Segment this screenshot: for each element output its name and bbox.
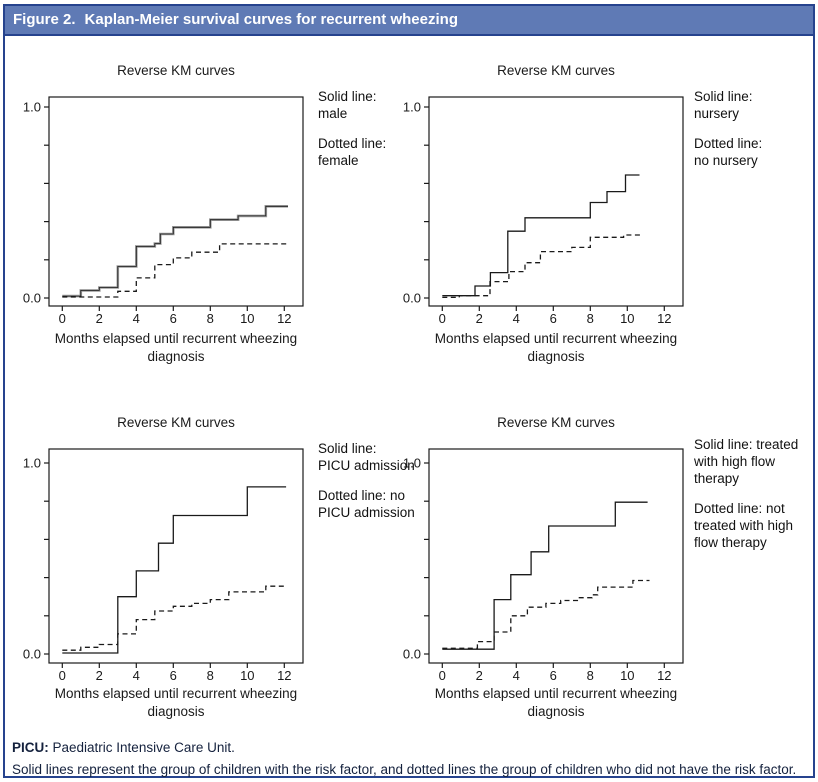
picu-ytick-label: 0.0 [23, 647, 41, 662]
nursery-ytick-label: 0.0 [403, 291, 421, 306]
high-flow-xaxis-label-line2: diagnosis [527, 704, 584, 719]
nursery-xtick-label: 8 [587, 311, 594, 326]
picu-legend: Solid line: PICU admission Dotted line: n… [318, 440, 440, 534]
sex-xtick-label: 8 [207, 311, 214, 326]
picu-xtick-label: 2 [96, 668, 103, 683]
figure-content: Reverse KM curves 0.0 1.0 0 2 4 6 8 10 12 Months e… [5, 36, 816, 777]
sex-legend: Solid line: male Dotted line: female [318, 88, 440, 182]
sex-xtick-label: 2 [96, 311, 103, 326]
picu-xtick-label: 10 [240, 668, 254, 683]
sex-ytick-label: 0.0 [23, 291, 41, 306]
high-flow-xtick-label: 4 [513, 668, 520, 683]
sex-solid-curve-highlight [62, 205, 288, 298]
nursery-xtick-label: 2 [476, 311, 483, 326]
high-flow-ytick-label: 0.0 [403, 647, 421, 662]
picu-xaxis-label-line1: Months elapsed until recurrent wheezing [55, 686, 297, 701]
nursery-legend: Solid line: nursery Dotted line: no nurse… [694, 88, 816, 182]
high-flow-xtick-label: 8 [587, 668, 594, 683]
high-flow-xtick-label: 12 [657, 668, 671, 683]
sex-legend-dotted-label: Dotted line: female [318, 136, 387, 168]
nursery-title: Reverse KM curves [497, 63, 615, 78]
km-curves-plot-grid: Reverse KM curves 0.0 1.0 0 2 4 6 8 10 12 Months e… [23, 63, 684, 719]
high-flow-legend-dotted-label: Dotted line: not treated with high flow … [694, 501, 794, 550]
sex-xtick-label: 12 [277, 311, 291, 326]
high-flow-xtick-label: 6 [550, 668, 557, 683]
sex-xaxis-label-line2: diagnosis [147, 349, 204, 364]
nursery-xtick-label: 6 [550, 311, 557, 326]
picu-title: Reverse KM curves [117, 415, 235, 430]
nursery-ytick-label: 1.0 [403, 100, 421, 115]
high-flow-plot-box [428, 448, 684, 664]
figure-number: Figure 2. [13, 11, 76, 28]
sex-xtick-label: 4 [133, 311, 140, 326]
picu-plot-box [48, 448, 304, 664]
picu-ytick-label: 1.0 [23, 456, 41, 471]
nursery-dotted-curve [442, 234, 643, 299]
picu-legend-dotted-label: Dotted line: no PICU admission [318, 488, 415, 520]
nursery-xtick-label: 4 [513, 311, 520, 326]
high-flow-ytick-label: 1.0 [403, 456, 421, 471]
picu-xtick-label: 8 [207, 668, 214, 683]
sex-xtick-label: 10 [240, 311, 254, 326]
high-flow-title: Reverse KM curves [497, 415, 615, 430]
nursery-plot-box [428, 96, 684, 307]
nursery-legend-dotted-label: Dotted line: no nursery [694, 136, 763, 168]
nursery-xaxis-label-line2: diagnosis [527, 349, 584, 364]
high-flow-xtick-label: 2 [476, 668, 483, 683]
high-flow-xtick-label: 10 [620, 668, 634, 683]
high-flow-xtick-label: 0 [439, 668, 446, 683]
sex-xaxis-label-line1: Months elapsed until recurrent wheezing [55, 331, 297, 346]
nursery-solid-curve [442, 174, 640, 297]
picu-abbr-text: Paediatric Intensive Care Unit. [52, 740, 235, 755]
nursery-xtick-label: 10 [620, 311, 634, 326]
sex-plot-box [48, 96, 304, 307]
nursery-xtick-label: 0 [439, 311, 446, 326]
nursery-legend-solid-label: Solid line: nursery [694, 89, 753, 121]
high-flow-dotted-curve [442, 579, 650, 649]
picu-xtick-label: 12 [277, 668, 291, 683]
high-flow-legend: Solid line: treated with high flow thera… [694, 436, 816, 564]
footer-abbreviation: PICU: Paediatric Intensive Care Unit. [12, 740, 235, 755]
picu-dotted-curve [62, 585, 287, 651]
high-flow-solid-curve [442, 501, 648, 650]
figure-box: Figure 2. Kaplan-Meier survival curves fo… [3, 4, 815, 778]
figure-header: Figure 2. Kaplan-Meier survival curves fo… [5, 6, 813, 36]
sex-solid-curve [62, 205, 288, 297]
picu-solid-curve [62, 486, 287, 654]
sex-xtick-label: 6 [170, 311, 177, 326]
picu-xtick-label: 4 [133, 668, 140, 683]
footer-note: Solid lines represent the group of child… [12, 762, 797, 777]
sex-legend-solid-label: Solid line: male [318, 89, 377, 121]
picu-abbr-label: PICU: [12, 740, 49, 755]
picu-xtick-label: 6 [170, 668, 177, 683]
sex-title: Reverse KM curves [117, 63, 235, 78]
picu-legend-solid-label: Solid line: PICU admission [318, 441, 415, 473]
picu-xaxis-label-line2: diagnosis [147, 704, 204, 719]
sex-ytick-label: 1.0 [23, 100, 41, 115]
nursery-xtick-label: 12 [657, 311, 671, 326]
high-flow-xaxis-label-line1: Months elapsed until recurrent wheezing [435, 686, 677, 701]
high-flow-legend-solid-label: Solid line: treated with high flow thera… [694, 437, 799, 486]
picu-xtick-label: 0 [59, 668, 66, 683]
figure-title: Kaplan-Meier survival curves for recurre… [84, 11, 458, 28]
sex-xtick-label: 0 [59, 311, 66, 326]
nursery-xaxis-label-line1: Months elapsed until recurrent wheezing [435, 331, 677, 346]
sex-dotted-curve [62, 243, 288, 298]
